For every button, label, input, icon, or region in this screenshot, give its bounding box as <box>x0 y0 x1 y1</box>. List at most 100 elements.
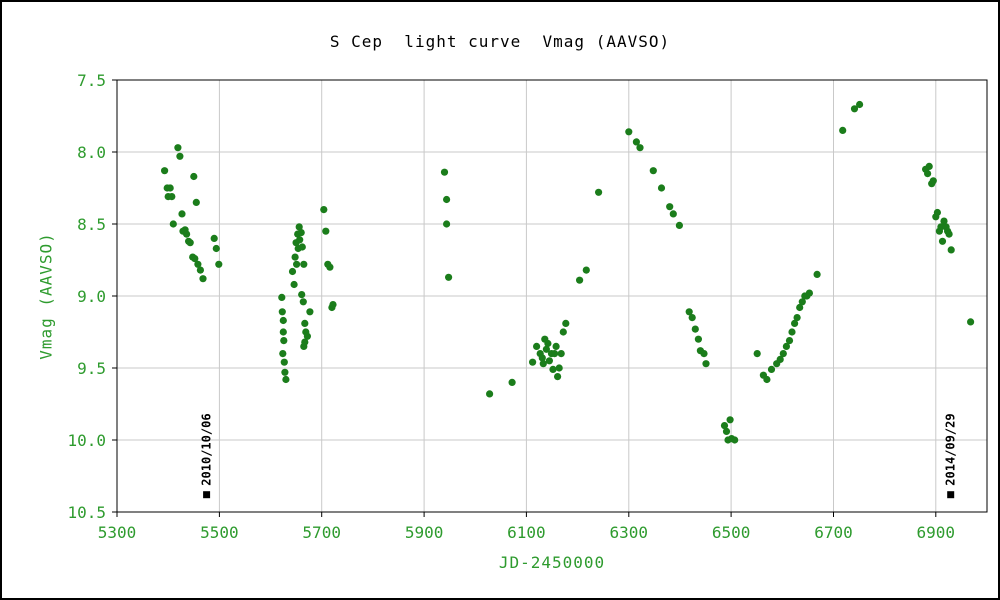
data-point <box>210 234 218 242</box>
data-point <box>168 193 176 201</box>
data-point <box>925 162 933 170</box>
data-point <box>929 177 937 185</box>
data-point <box>967 318 975 326</box>
data-point <box>303 332 311 340</box>
data-point <box>212 244 220 253</box>
data-point <box>191 255 199 263</box>
data-point <box>785 337 794 345</box>
x-axis-label: JD-2450000 <box>498 553 606 572</box>
svg-text:6300: 6300 <box>610 523 649 542</box>
data-point <box>192 198 200 206</box>
data-point <box>576 276 584 284</box>
svg-text:5500: 5500 <box>200 523 239 542</box>
svg-text:5700: 5700 <box>302 523 341 542</box>
data-point <box>161 167 169 175</box>
data-point <box>190 172 198 181</box>
data-point <box>282 375 290 384</box>
data-point <box>763 375 771 384</box>
data-point <box>288 267 297 276</box>
data-point <box>702 360 710 368</box>
data-point <box>937 223 945 231</box>
data-point <box>301 338 309 346</box>
data-point <box>850 105 859 113</box>
data-point <box>290 280 298 289</box>
data-point <box>320 206 328 214</box>
data-point <box>636 144 644 152</box>
data-point <box>545 357 554 365</box>
data-point <box>169 220 177 228</box>
data-point <box>533 342 541 350</box>
data-point <box>753 350 761 358</box>
data-point <box>301 319 309 327</box>
data-point <box>938 237 947 245</box>
data-point <box>298 291 306 299</box>
data-point <box>293 260 301 268</box>
data-point <box>196 266 204 274</box>
data-point <box>582 266 590 274</box>
data-point <box>295 223 303 231</box>
data-point <box>549 365 557 373</box>
data-point <box>947 246 955 254</box>
data-point <box>924 170 932 178</box>
data-point <box>779 350 787 358</box>
data-point <box>694 335 703 343</box>
svg-text:5300: 5300 <box>98 523 137 542</box>
data-point <box>443 220 451 228</box>
data-point <box>297 229 305 237</box>
data-point <box>776 355 784 363</box>
data-point <box>279 328 287 336</box>
data-point <box>666 203 674 211</box>
data-point <box>306 308 314 316</box>
data-point <box>440 168 449 176</box>
data-point <box>291 253 299 261</box>
data-point <box>649 167 657 175</box>
data-point <box>445 273 453 281</box>
data-point <box>552 342 560 350</box>
data-point <box>529 358 537 366</box>
data-points <box>161 100 975 444</box>
svg-text:9.5: 9.5 <box>77 359 106 378</box>
data-point <box>691 325 699 333</box>
data-point <box>839 126 847 134</box>
svg-text:8.5: 8.5 <box>77 215 106 234</box>
svg-text:6900: 6900 <box>917 523 956 542</box>
data-point <box>559 328 567 336</box>
data-point <box>557 350 565 358</box>
data-point <box>486 390 494 398</box>
data-point <box>791 319 799 327</box>
annotation-marker-square <box>947 491 955 499</box>
data-point <box>726 416 734 424</box>
data-point <box>805 289 814 297</box>
data-point <box>215 260 223 268</box>
data-point <box>688 314 696 322</box>
data-point <box>722 427 731 435</box>
data-point <box>700 350 708 358</box>
data-point <box>945 230 953 238</box>
data-point <box>280 337 288 345</box>
data-point <box>443 195 451 204</box>
chart-title: S Cep light curve Vmag (AAVSO) <box>329 32 671 51</box>
data-point <box>194 260 202 268</box>
data-point <box>657 184 666 192</box>
data-point <box>542 345 551 353</box>
data-point <box>720 422 729 430</box>
data-point <box>281 368 289 376</box>
y-tick-labels: 7.5 8.0 8.5 9.0 9.5 10.0 10.5 <box>67 71 117 522</box>
data-point <box>199 275 207 283</box>
data-point <box>562 319 570 327</box>
data-point <box>788 328 796 336</box>
data-point <box>933 208 942 217</box>
data-point <box>174 144 182 152</box>
data-point <box>539 360 547 368</box>
data-point <box>595 188 603 196</box>
data-point <box>278 308 286 316</box>
data-point <box>183 230 191 238</box>
data-point <box>554 373 562 381</box>
svg-text:10.5: 10.5 <box>67 503 106 522</box>
data-point <box>685 308 693 316</box>
svg-text:5900: 5900 <box>405 523 444 542</box>
svg-text:9.0: 9.0 <box>77 287 106 306</box>
data-point <box>279 350 287 358</box>
data-point <box>166 184 174 192</box>
